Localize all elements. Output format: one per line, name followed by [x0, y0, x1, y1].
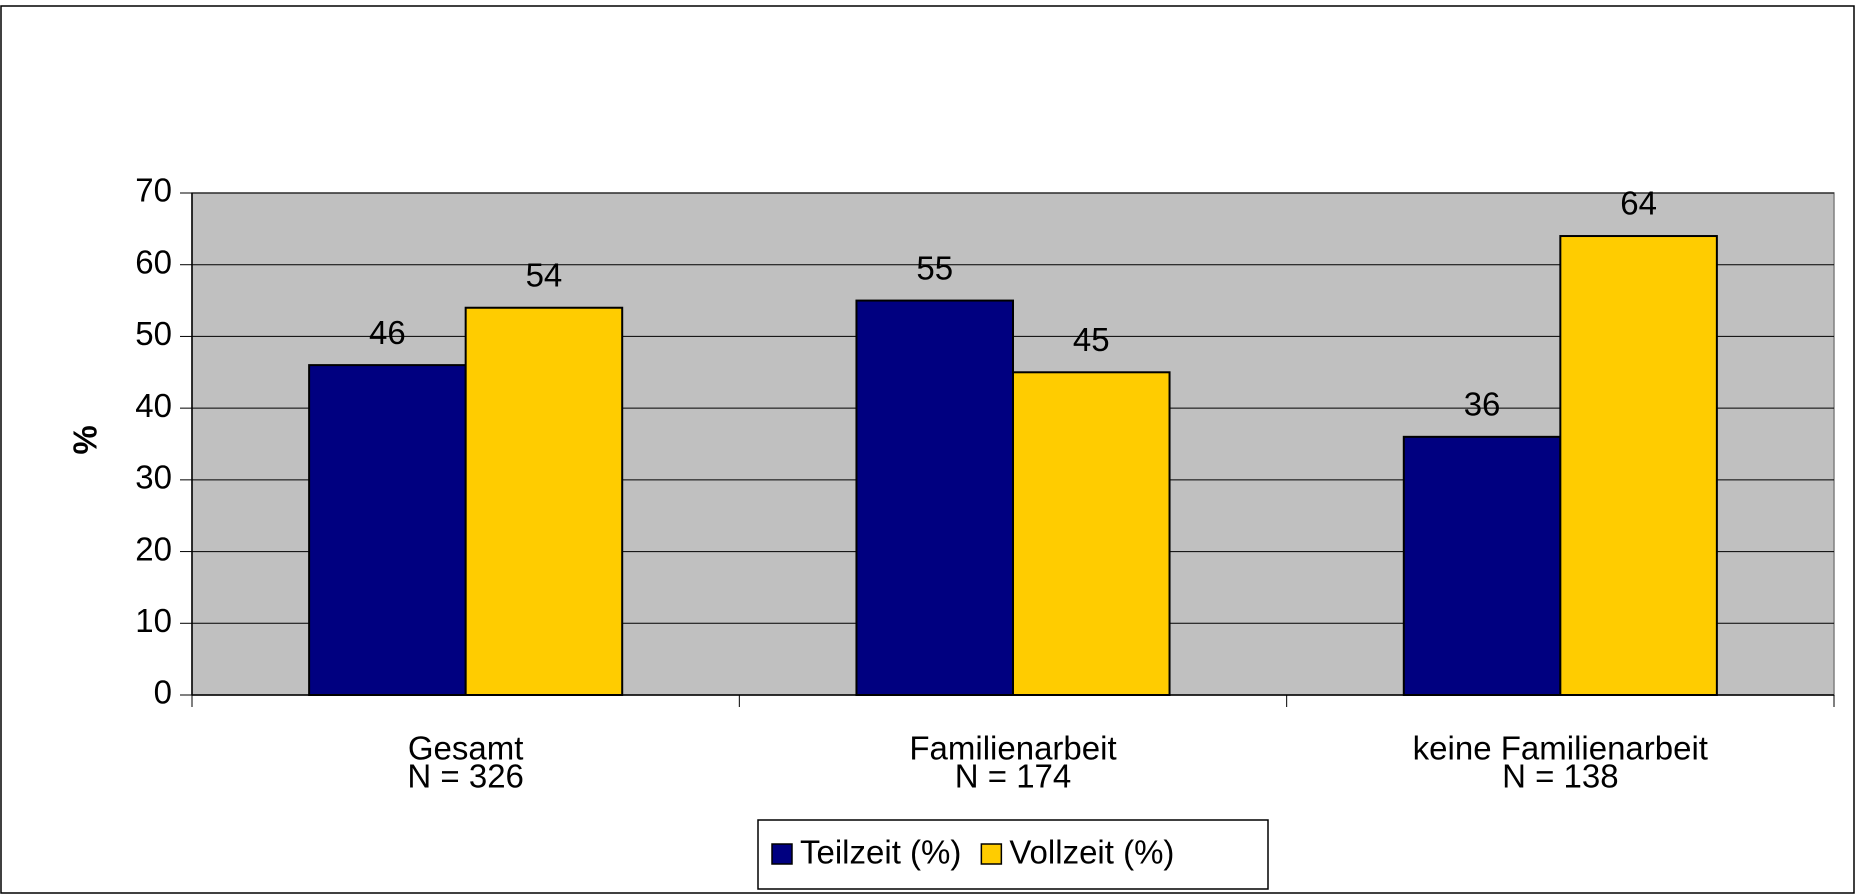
bar — [1559, 235, 1718, 696]
y-tick-label: 30 — [135, 459, 172, 496]
x-tick-sublabel: N = 326 — [407, 758, 524, 795]
legend-label: Vollzeit (%) — [1009, 834, 1174, 871]
y-tick-label: 40 — [135, 387, 172, 424]
x-tick-label: keine Familienarbeit — [1413, 730, 1708, 767]
legend-box — [757, 819, 1269, 890]
value-label: 36 — [1464, 386, 1501, 423]
x-tick-sublabel: N = 174 — [955, 758, 1072, 795]
y-tick-label: 0 — [154, 674, 172, 711]
value-label: 64 — [1620, 185, 1657, 222]
y-tick-label: 10 — [135, 602, 172, 639]
bar — [855, 299, 1014, 696]
value-label: 45 — [1073, 321, 1110, 358]
legend-swatch — [771, 843, 793, 865]
y-axis-label: % — [67, 425, 104, 454]
value-label: 55 — [916, 249, 953, 286]
y-tick-label: 70 — [135, 172, 172, 209]
y-tick-label: 50 — [135, 315, 172, 352]
bar — [308, 364, 467, 696]
x-tick-label: Familienarbeit — [909, 730, 1116, 767]
legend: Teilzeit (%) Vollzeit (%) — [757, 819, 1269, 890]
legend-swatch — [980, 843, 1003, 865]
bar — [464, 306, 624, 696]
x-tick-label: Gesamt — [408, 730, 524, 767]
y-tick-label: 60 — [135, 243, 172, 280]
value-label: 46 — [369, 314, 406, 351]
bar — [1402, 435, 1562, 696]
bar — [1012, 371, 1171, 696]
x-tick-sublabel: N = 138 — [1502, 758, 1619, 795]
y-tick-label: 20 — [135, 530, 172, 567]
value-label: 54 — [526, 256, 563, 293]
legend-label: Teilzeit (%) — [800, 834, 961, 871]
